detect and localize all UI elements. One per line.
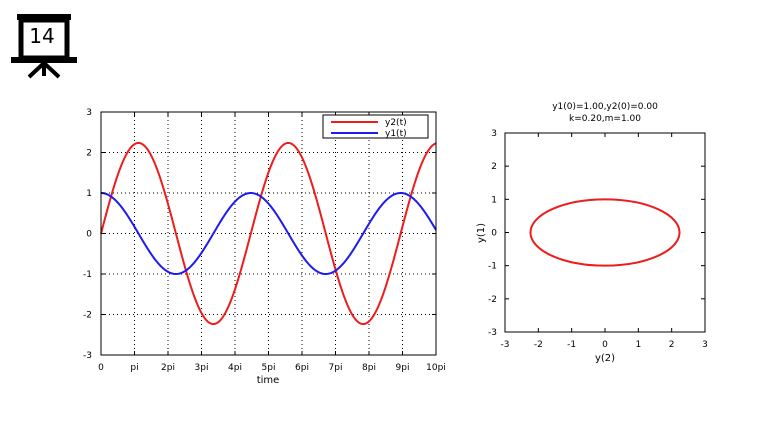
phase-plot-subtitle: k=0.20,m=1.00 (569, 114, 641, 124)
series-group (100, 141, 437, 326)
x-tick-label: 9pi (396, 363, 410, 373)
x-tick-label: 10pi (426, 363, 446, 373)
slide-number: 14 (29, 24, 55, 48)
phase-x-tick-label: 1 (635, 340, 641, 350)
phase-y-tick-label: 1 (491, 195, 497, 205)
y-tick-label: 2 (86, 149, 92, 159)
phase-plot-frame (504, 132, 706, 333)
y-tick-label: 0 (86, 230, 92, 240)
legend-label-y2: y2(t) (385, 118, 407, 128)
x-tick-label: 3pi (195, 363, 209, 373)
ticks: 0 pi 2pi 3pi 4pi 5pi 6pi 7pi 8pi 9pi 10pi -3 -2 -1 0 1 2… (83, 108, 446, 373)
series-line-y2 (100, 141, 437, 326)
x-tick-label: pi (130, 363, 138, 373)
x-tick-label: 7pi (329, 363, 343, 373)
x-tick-label: 0 (98, 363, 104, 373)
legend: y2(t) y1(t) (322, 114, 429, 139)
y-tick-label: -3 (83, 351, 92, 361)
phase-x-tick-label: -1 (567, 340, 576, 350)
phase-series-group (529, 198, 681, 267)
y-tick-label: 3 (86, 108, 92, 118)
phase-y-tick-label: -3 (488, 328, 497, 338)
x-axis-label: time (257, 375, 280, 386)
legend-box (322, 114, 429, 139)
y-tick-label: -2 (83, 311, 92, 321)
slide-badge (9, 12, 79, 80)
x-tick-label: 8pi (362, 363, 376, 373)
x-tick-label: 5pi (262, 363, 276, 373)
phase-x-tick-label: -2 (534, 340, 543, 350)
series-line-y1 (100, 191, 437, 276)
presentation-board-icon (11, 14, 77, 79)
phase-x-tick-label: 3 (702, 340, 708, 350)
phase-y-tick-label: -1 (488, 262, 497, 272)
y-tick-label: -1 (83, 270, 92, 280)
phase-y-axis-label: y(1) (476, 223, 487, 243)
grid (101, 112, 436, 355)
phase-y-tick-label: 0 (491, 229, 497, 239)
phase-x-axis-label: y(2) (595, 353, 615, 364)
legend-label-y1: y1(t) (385, 129, 407, 139)
phase-trajectory (529, 198, 681, 267)
phase-y-tick-label: 2 (491, 162, 497, 172)
phase-y-tick-label: 3 (491, 129, 497, 139)
phase-x-tick-label: 2 (669, 340, 675, 350)
phase-plot-title: y1(0)=1.00,y2(0)=0.00 (552, 102, 658, 112)
phase-x-tick-label: 0 (602, 340, 608, 350)
x-tick-label: 6pi (295, 363, 309, 373)
phase-x-tick-label: -3 (501, 340, 510, 350)
phase-ticks: -3 -2 -1 0 1 2 3 -3 -2 -1 0 1 2 3 (488, 129, 708, 350)
x-tick-label: 2pi (161, 363, 175, 373)
x-tick-label: 4pi (228, 363, 242, 373)
phase-y-tick-label: -2 (488, 295, 497, 305)
y-tick-label: 1 (86, 189, 92, 199)
